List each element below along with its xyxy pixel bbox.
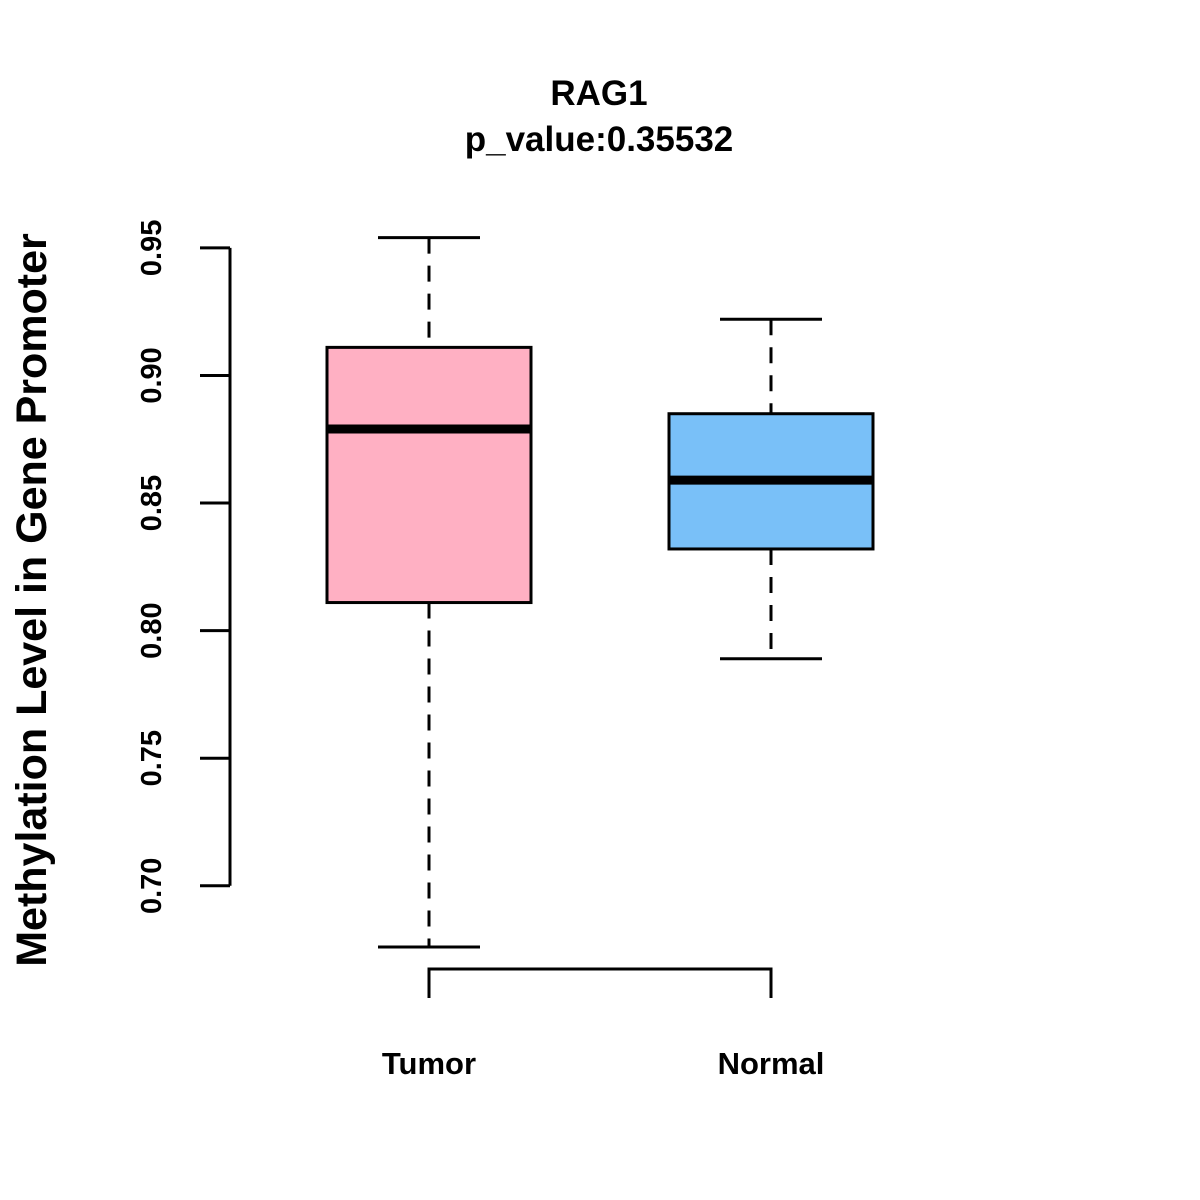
box-tumor [325,236,533,949]
x-tick-label: Normal [718,1046,825,1081]
chart-title: RAG1 [550,74,647,113]
y-axis-label: Methylation Level in Gene Promoter [8,233,56,967]
iqr-box [325,345,533,605]
y-tick-label: 0.80 [136,602,168,658]
box-normal [667,317,875,661]
chart-subtitle: p_value:0.35532 [465,120,734,159]
y-tick-label: 0.85 [136,475,168,531]
y-tick-label: 0.75 [136,730,168,786]
x-tick-label: Tumor [382,1046,476,1081]
y-axis: 0.70 0.75 0.80 0.85 0.90 0.95 [136,220,232,914]
y-tick-label: 0.95 [136,220,168,276]
boxes-group [325,236,875,949]
y-tick-label: 0.90 [136,347,168,403]
x-axis: Tumor Normal [382,967,825,1081]
y-tick-label: 0.70 [136,858,168,914]
x-axis-line [427,967,773,998]
